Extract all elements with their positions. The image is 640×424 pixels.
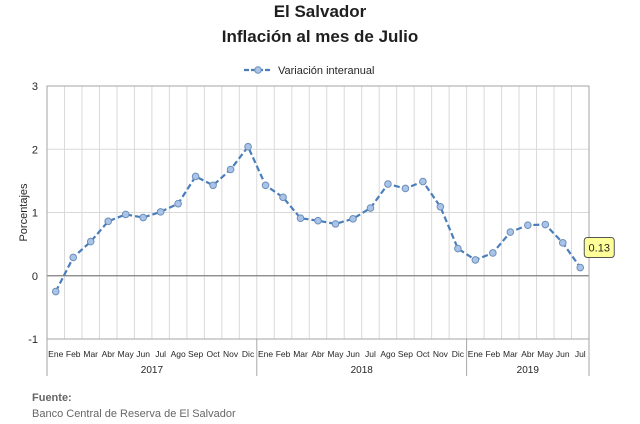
- x-tick-label: Ago: [380, 349, 395, 359]
- x-tick-label: Jul: [365, 349, 376, 359]
- data-point: [524, 221, 532, 229]
- data-point: [174, 199, 182, 208]
- x-tick-label: Abr: [102, 349, 115, 359]
- value-callout: [583, 237, 615, 259]
- data-point: [139, 213, 147, 222]
- x-tick-label: Oct: [206, 349, 220, 359]
- data-point: [558, 239, 567, 247]
- chart-title: El Salvador: [273, 2, 367, 21]
- chart-subtitle: Inflación al mes de Julio: [221, 27, 419, 46]
- x-tick-label: Jun: [346, 349, 360, 359]
- data-point: [419, 177, 427, 186]
- data-point: [279, 193, 287, 202]
- data-point: [156, 208, 165, 216]
- source-label: Fuente:: [32, 392, 72, 404]
- x-tick-label: Ene: [258, 349, 273, 359]
- data-point: [244, 142, 252, 151]
- x-tick-label: Abr: [311, 349, 324, 359]
- x-tick-label: Ene: [468, 349, 483, 359]
- x-tick-label: Jul: [155, 349, 166, 359]
- x-tick-label: Nov: [223, 349, 239, 359]
- x-tick-label: Sep: [398, 349, 413, 359]
- legend-marker: [254, 66, 262, 74]
- y-axis-label: Porcentajes: [18, 183, 30, 242]
- y-tick-label: 2: [32, 144, 38, 156]
- data-point: [191, 172, 200, 181]
- y-tick-label: 0: [32, 271, 38, 283]
- x-tick-label: Jul: [575, 349, 586, 359]
- plot-frame: [46, 85, 590, 340]
- x-tick-label: Mar: [293, 349, 308, 359]
- data-point: [209, 181, 217, 190]
- data-point: [261, 181, 270, 190]
- data-point: [51, 287, 60, 296]
- x-tick-label: Feb: [276, 349, 291, 359]
- x-tick-label: Mar: [503, 349, 518, 359]
- data-point: [436, 203, 445, 211]
- data-point: [506, 228, 515, 236]
- x-tick-label: Abr: [521, 349, 534, 359]
- x-tick-label: Oct: [416, 349, 430, 359]
- year-label: 2017: [141, 365, 164, 376]
- data-point: [576, 263, 585, 272]
- data-point: [384, 180, 392, 188]
- data-point: [314, 216, 322, 225]
- x-tick-label: Feb: [66, 349, 81, 359]
- data-point: [454, 244, 462, 253]
- x-tick-label: Sep: [188, 349, 203, 359]
- x-tick-label: Jun: [556, 349, 570, 359]
- x-tick-label: Nov: [433, 349, 449, 359]
- data-point: [349, 215, 357, 223]
- x-tick-label: Ago: [171, 349, 186, 359]
- x-tick-label: Jun: [136, 349, 150, 359]
- year-label: 2018: [351, 365, 374, 376]
- data-point: [86, 237, 95, 246]
- x-tick-label: Dic: [452, 349, 465, 359]
- year-label: 2019: [517, 365, 540, 376]
- y-tick-label: 3: [32, 81, 38, 93]
- data-point: [541, 220, 550, 229]
- legend-label: Variación interanual: [278, 65, 374, 77]
- y-tick-label: -1: [28, 334, 38, 346]
- y-tick-label: 1: [32, 208, 38, 220]
- x-tick-label: May: [327, 349, 344, 359]
- data-point: [489, 249, 497, 257]
- value-callout-label: 0.13: [589, 243, 610, 255]
- data-point: [366, 204, 375, 212]
- data-point: [121, 210, 130, 219]
- source-text: Banco Central de Reserva de El Salvador: [32, 408, 236, 420]
- data-point: [471, 256, 480, 264]
- data-point: [331, 220, 340, 228]
- x-tick-label: May: [537, 349, 554, 359]
- x-tick-label: Dic: [242, 349, 255, 359]
- x-tick-label: Feb: [486, 349, 501, 359]
- x-tick-label: Mar: [83, 349, 98, 359]
- data-point: [226, 165, 235, 174]
- data-point: [401, 184, 410, 193]
- x-tick-label: Ene: [48, 349, 63, 359]
- data-point: [104, 217, 112, 226]
- data-point: [69, 253, 78, 262]
- data-point: [296, 214, 305, 222]
- x-tick-label: May: [118, 349, 135, 359]
